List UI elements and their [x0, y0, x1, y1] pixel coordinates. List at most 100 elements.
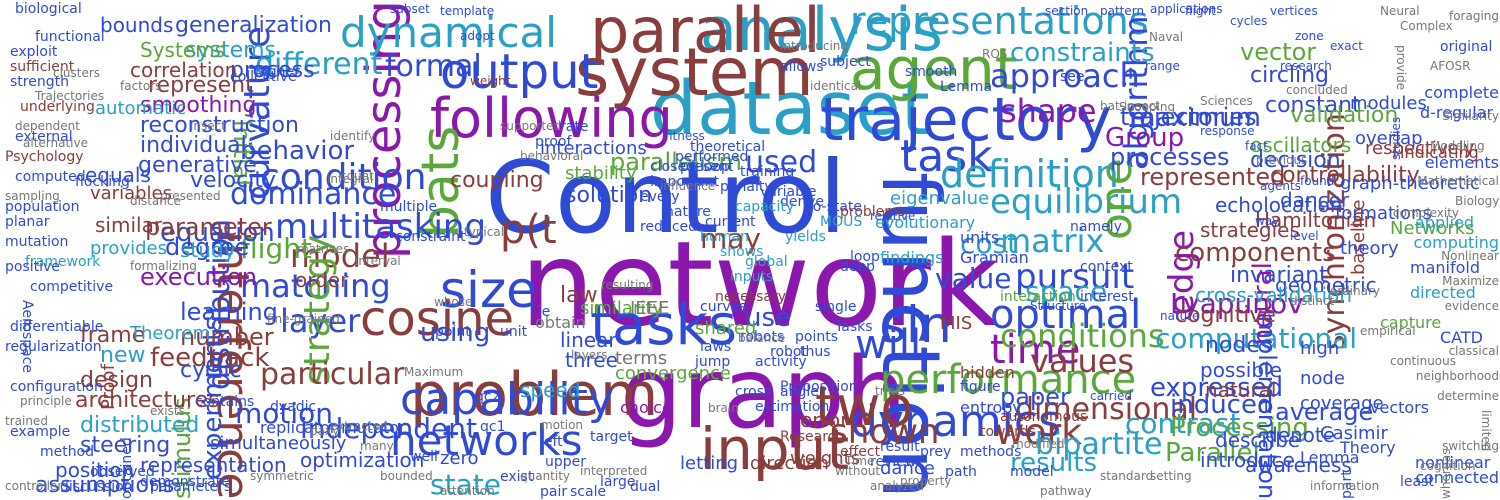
word-natural: natural [1205, 378, 1277, 402]
word-oscillators: oscillators [1250, 133, 1352, 157]
word-discussion: discussion [60, 479, 133, 495]
word-weight: weight [470, 74, 511, 88]
word-individual: individual [140, 133, 247, 158]
word-estimation: estimation [755, 399, 830, 415]
word-model: model [1010, 464, 1054, 480]
word-integral: integral [327, 172, 374, 186]
word-d-regular: d-regular [1420, 103, 1494, 122]
word-elements: elements [1424, 153, 1499, 172]
word-parallel: Parallel [1165, 438, 1260, 468]
word-smooth: smooth [905, 64, 958, 80]
word-parameter: parameter [145, 213, 272, 241]
word-parameters: parameters [150, 479, 232, 495]
word-exist: exist [500, 469, 534, 485]
word-reduced: reduced [640, 219, 698, 235]
word-adopt: adopt [460, 29, 495, 43]
word-fitness: fitness [665, 129, 705, 143]
word-collective: collective [230, 69, 297, 85]
word-shape: shape [1000, 92, 1097, 130]
word-work: work [995, 412, 1083, 453]
word-nature: nature [1160, 309, 1200, 323]
word-complexity: complexity [1393, 206, 1459, 220]
word-trained: trained [5, 414, 48, 428]
word-average: average [1275, 398, 1374, 426]
word-system: system [575, 34, 814, 111]
word-graph: graph [620, 337, 907, 451]
word-networks: networks [390, 416, 583, 465]
word-structure: Structure [1030, 299, 1086, 313]
word-mis: MIS [940, 313, 973, 334]
word-lemma: Lemma [1300, 448, 1360, 467]
word-node: node [1300, 368, 1345, 389]
word-hidden: hidden [960, 363, 1015, 382]
word-representations: representations [850, 0, 1149, 43]
word-obtained: obtained [119, 437, 135, 499]
word-findings: findings [880, 248, 944, 267]
word-direction: direction [750, 453, 829, 474]
word-casimir: Casimir [1320, 423, 1388, 444]
word-systems: systems [185, 38, 276, 63]
word-setting: setting [1150, 469, 1192, 483]
word-dancer: dancer [1280, 188, 1350, 212]
word-research: Research [780, 429, 845, 445]
word-maximum: Maximum [404, 365, 464, 379]
word-pathway: pathway [1040, 484, 1092, 498]
word-systems: Systems [140, 38, 225, 62]
word-figure: figure [960, 379, 1001, 395]
word-introducing: introducing [780, 39, 849, 53]
word-planar: planar [5, 214, 50, 230]
word-functional: functional [35, 29, 105, 45]
word-parallel: parallel [590, 0, 821, 67]
word-network: network [520, 215, 1000, 353]
word-qc1: qc1 [480, 419, 506, 435]
word-subject: subject [820, 54, 871, 70]
word-determine: determine [1437, 389, 1499, 403]
word-identify: identify [330, 129, 376, 143]
word-theory: theory [1340, 238, 1399, 259]
word-generalization: generalization [175, 13, 332, 38]
word-extracted: extracted [330, 419, 388, 433]
word-weights: weights [790, 448, 861, 469]
word-autonomous: autonomous [1000, 409, 1088, 425]
word-tasks: Tasks [835, 319, 873, 335]
word-relative: relative [870, 209, 916, 223]
word-continuous: continuous [1390, 354, 1456, 368]
word-method: method [40, 444, 95, 460]
word-response: response [1200, 124, 1255, 138]
word-time: time [990, 327, 1081, 373]
word-biology: Biology [1455, 194, 1500, 208]
word-generative: generative [138, 153, 257, 178]
word-connected: connected [1415, 468, 1499, 487]
word-nodes: nodes [1205, 333, 1272, 358]
word-dual: dual [630, 479, 661, 495]
word-modeling: Modeling [1430, 139, 1485, 153]
word-number: number [180, 323, 274, 351]
word-range: range [1145, 59, 1180, 73]
word-multitasking: multitasking [275, 207, 487, 247]
word-theoretical: theoretical [690, 139, 766, 155]
word-example: example [10, 424, 71, 440]
word-smoothing: smoothing [140, 93, 257, 118]
word-three: three [565, 348, 618, 372]
word-framework: framework [25, 254, 101, 270]
word-symmetric: symmetric [250, 469, 314, 483]
word-size: size [440, 261, 537, 319]
word-definition: definition [940, 152, 1119, 196]
word-methods: methods [960, 444, 1022, 460]
word-frame: frame [80, 323, 146, 348]
word-validation: validation [1290, 103, 1399, 128]
word-motion: motion [235, 397, 334, 430]
word-processes: processes [1110, 143, 1230, 171]
word-interpreted: interpreted [580, 464, 648, 478]
word-unit: unit [500, 324, 528, 340]
word-dependent: dependent [15, 119, 80, 133]
word-directed: directed [1410, 283, 1476, 302]
word-brain: brain [708, 401, 739, 415]
word-resulting: resulting [601, 278, 654, 292]
word-controller: controller [5, 479, 63, 493]
word-constraint: constraint [395, 229, 466, 245]
word-automatic: automatic [95, 98, 187, 119]
word-cognitive: cognitive [1175, 303, 1276, 328]
word-matrices: matrices [297, 242, 350, 256]
word-echolocation: echolocation [1215, 193, 1343, 217]
